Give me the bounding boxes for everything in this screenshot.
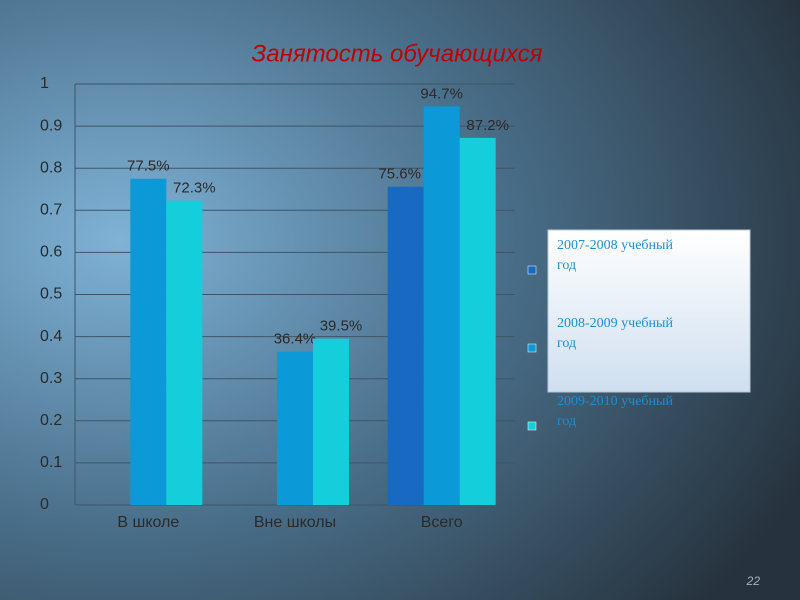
legend-label: 2008-2009 учебный год (557, 316, 673, 351)
y-tick-label: 0.8 (40, 159, 62, 176)
page-number: 22 (746, 574, 761, 588)
legend-swatch (527, 343, 537, 353)
value-label: 87.2% (466, 117, 509, 134)
y-tick-label: 0.7 (40, 202, 62, 219)
legend-swatch (527, 265, 537, 275)
y-tick-label: 0.3 (40, 370, 62, 387)
x-tick-label: Вне школы (254, 514, 336, 531)
y-tick-label: 1 (40, 75, 49, 92)
bar (277, 351, 313, 505)
x-tick-label: В школе (117, 514, 179, 531)
y-tick-label: 0.5 (40, 286, 62, 303)
value-label: 72.3% (173, 180, 216, 197)
x-tick-label: Всего (421, 514, 463, 531)
bar (313, 338, 349, 505)
legend-label: 2007-2008 учебный год (557, 238, 673, 273)
bar (423, 106, 460, 506)
bar (387, 186, 424, 505)
y-tick-label: 0.9 (40, 117, 62, 134)
y-tick-label: 0 (40, 496, 49, 513)
bar (130, 178, 167, 505)
y-tick-label: 0.1 (40, 454, 62, 471)
chart-title: Занятость обучающихся (252, 40, 543, 67)
bar (166, 200, 203, 505)
legend-label: 2009-2010 учебный год (557, 394, 673, 429)
value-label: 77.5% (127, 158, 170, 175)
value-label: 39.5% (320, 318, 363, 335)
bar (459, 137, 496, 505)
legend-box (547, 229, 751, 393)
legend-swatch (527, 421, 537, 431)
y-tick-label: 0.4 (40, 328, 62, 345)
value-label: 94.7% (420, 85, 463, 102)
value-label: 36.4% (274, 331, 317, 348)
y-tick-label: 0.2 (40, 412, 62, 429)
y-tick-label: 0.6 (40, 244, 62, 261)
value-label: 75.6% (378, 166, 421, 183)
